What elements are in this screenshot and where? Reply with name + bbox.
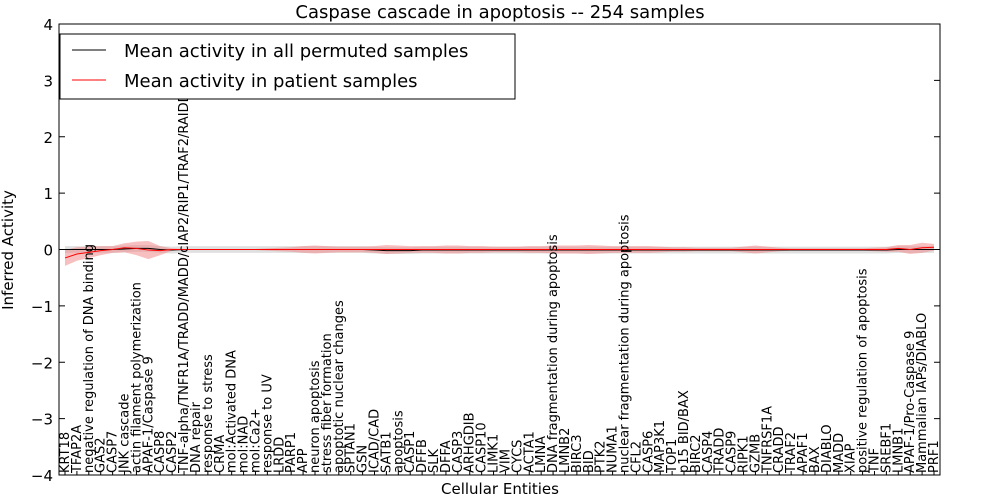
x-tick-label: CASP9 [725, 431, 740, 473]
legend-label-permuted: Mean activity in all permuted samples [124, 41, 468, 62]
x-tick-label: GAS2 [94, 438, 109, 474]
x-tick-label: apoptosis [391, 410, 406, 473]
x-tick-label: VIM [498, 449, 513, 473]
x-tick-label: nuclear fragmentation during apoptosis [617, 214, 632, 473]
y-tick-label: 3 [43, 72, 53, 90]
x-tick-label: CASP6 [641, 431, 656, 473]
x-tick-label: DNA repair [189, 401, 204, 473]
y-axis-label: Inferred Activity [0, 190, 17, 310]
x-tick-label: GSN [356, 445, 371, 473]
x-tick-label: SPTAN1 [344, 423, 359, 473]
x-tick-label: TNF [867, 448, 882, 474]
x-tick-label: mol:NAD [237, 416, 252, 473]
y-tick-label: −1 [31, 298, 53, 316]
x-tick-label: response to stress [201, 354, 216, 473]
x-tick-label: TNF-alpha/TNFR1A/TRADD/MADD/cIAP2/RIP1/T… [177, 92, 192, 474]
x-tick-label: PRF1 [927, 440, 942, 473]
x-tick-label: PARP1 [284, 432, 299, 473]
x-tick-label: DFFA [439, 440, 454, 473]
x-tick-label: GZMB [748, 434, 763, 473]
x-tick-label: APAF-1/Pro-Caspase 9 [903, 331, 918, 473]
x-tick-label: BIRC2 [689, 435, 704, 474]
x-tick-label: PTK2 [594, 440, 609, 473]
x-tick-label: LMNB2 [558, 428, 573, 473]
legend-label-patient: Mean activity in patient samples [124, 71, 418, 92]
y-tick-label: −3 [31, 411, 53, 429]
x-tick-label: LRDD [272, 437, 287, 473]
x-tick-label: mol:Ca2+ [248, 408, 263, 473]
x-tick-label: positive regulation of apoptosis [856, 268, 871, 473]
x-tick-label: mol:Activated DNA [225, 350, 240, 473]
x-tick-label: response to UV [260, 374, 275, 473]
x-tick-label: negative regulation of DNA binding [82, 244, 97, 473]
x-tick-label: APAF-1/Caspase 9 [141, 356, 156, 473]
y-tick-label: −2 [31, 354, 53, 372]
x-tick-label: CRADD [772, 427, 787, 474]
x-tick-label: TRAF2 [784, 432, 799, 474]
x-tick-label: CASP10 [475, 422, 490, 473]
x-tick-label: DIABLO [820, 424, 835, 473]
x-tick-label: LIMK1 [487, 434, 502, 473]
x-tick-label: stress fiber formation [320, 333, 335, 473]
x-tick-label: TFAP2A [70, 425, 85, 474]
y-tick-label: 2 [43, 129, 53, 147]
x-tick-label: CASP7 [106, 431, 121, 473]
series-lines [64, 246, 935, 259]
x-tick-label: XIAP [844, 443, 859, 473]
x-tick-label: actin filament polymerization [129, 282, 144, 473]
x-tick-label: KRT18 [58, 432, 73, 473]
x-tick-label: TNFRSF1A [760, 406, 775, 474]
x-tick-label: DNA fragmentation during apoptosis [546, 234, 561, 473]
x-tick-label: ICAD/CAD [368, 409, 383, 473]
x-tick-label: JNK cascade [118, 394, 133, 474]
x-tick-label: CASP2 [165, 431, 180, 473]
x-tick-label: apoptotic nuclear changes [332, 300, 347, 473]
patient-mean-line [64, 246, 935, 259]
x-tick-label: BIRC3 [570, 435, 585, 474]
x-tick-label: BID [582, 450, 597, 473]
y-tick-label: 4 [43, 16, 53, 34]
x-tick-label: APAF1 [796, 432, 811, 473]
patient-band [65, 241, 934, 266]
x-axis-label: Cellular Entities [441, 480, 559, 498]
x-tick-label: p15 BID/BAX [677, 390, 692, 473]
x-tick-label: TRADD [713, 428, 728, 474]
x-tick-label: CASP4 [701, 431, 716, 473]
y-tick-label: 1 [43, 185, 53, 203]
y-tick-label: 0 [43, 242, 53, 260]
x-tick-label: ARHGDIB [463, 412, 478, 473]
legend: Mean activity in all permuted samples Me… [59, 33, 516, 100]
y-axis: 4 3 2 1 0 −1 −2 −3 −4 [31, 16, 940, 485]
x-tick-label: DFFB [415, 439, 430, 473]
x-tick-label: APP [296, 448, 311, 473]
x-tick-label: CRMA [213, 435, 228, 473]
x-tick-label: LMNA [534, 436, 549, 473]
x-tick-label: neuron apoptosis [308, 360, 323, 473]
x-tick-label: BAX [808, 446, 823, 473]
x-tick-label: MAP3K1 [653, 420, 668, 473]
x-tick-label: Mammalian IAPs/DIABLO [915, 313, 930, 473]
x-tick-label: SLK [427, 449, 442, 473]
x-tick-label: LMNB1 [891, 428, 906, 473]
x-tick-label: MADD [832, 433, 847, 473]
x-tick-label: ACTA1 [522, 431, 537, 473]
x-tick-label: TOP1 [665, 439, 680, 474]
y-tick-label: −4 [31, 467, 53, 485]
x-tick-label: CFL2 [629, 441, 644, 473]
chart-title: Caspase cascade in apoptosis -- 254 samp… [295, 2, 704, 23]
x-tick-label: SREBF1 [879, 423, 894, 473]
legend-box [59, 33, 516, 100]
x-tick-label: CASP1 [403, 431, 418, 473]
x-tick-label: RIPK1 [737, 435, 752, 473]
x-tick-label: CYCS [510, 440, 525, 473]
x-tick-label: NUMA1 [606, 425, 621, 473]
x-tick-label: CASP8 [153, 431, 168, 473]
x-tick-label: SATB1 [379, 431, 394, 473]
x-tick-label: CASP3 [451, 431, 466, 473]
